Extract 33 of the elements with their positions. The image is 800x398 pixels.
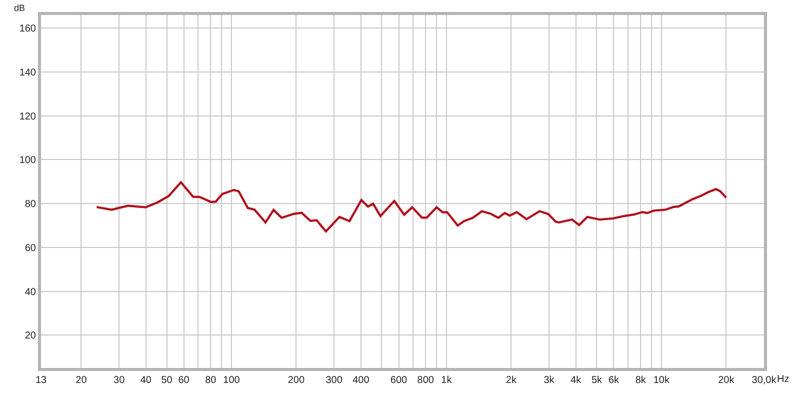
x-tick-label: 8k [635, 375, 647, 386]
y-tick-label: 40 [24, 286, 36, 298]
x-tick-label: 100 [223, 375, 240, 386]
x-tick-label: 2k [506, 375, 518, 386]
x-tick-label: 300 [326, 375, 343, 386]
y-axis-title: dB [14, 3, 26, 13]
x-tick-label: 800 [417, 375, 434, 386]
x-tick-label: 1k [441, 375, 453, 386]
x-tick-label: 4k [570, 375, 582, 386]
x-tick-label: 50 [161, 375, 173, 386]
y-tick-label: 160 [19, 24, 36, 35]
x-tick-label: 10k [653, 375, 670, 386]
x-tick-label: 40 [140, 375, 152, 386]
y-tick-label: 80 [24, 199, 36, 210]
x-tick-label: 5k [591, 375, 603, 386]
x-tick-label: 30 [114, 375, 126, 386]
x-tick-label: 400 [352, 375, 370, 386]
y-tick-label: 60 [24, 242, 36, 254]
x-tick-label: 6k [608, 375, 620, 386]
x-tick-label: 20 [76, 375, 88, 386]
x-axis-title: Hz [777, 374, 790, 385]
y-tick-label: 120 [19, 111, 36, 122]
x-tick-label: 20k [718, 375, 736, 386]
x-tick-label: 30,0k [752, 375, 778, 386]
x-tick-label: 200 [288, 375, 305, 386]
x-tick-label: 60 [178, 375, 190, 386]
x-tick-label: 80 [205, 375, 217, 386]
x-tick-label: 13 [35, 375, 47, 386]
y-tick-label: 140 [19, 68, 36, 79]
x-tick-label: 600 [390, 375, 408, 386]
y-tick-label: 20 [24, 330, 36, 342]
x-tick-label: 3k [544, 375, 556, 386]
y-tick-label: 100 [19, 155, 36, 166]
